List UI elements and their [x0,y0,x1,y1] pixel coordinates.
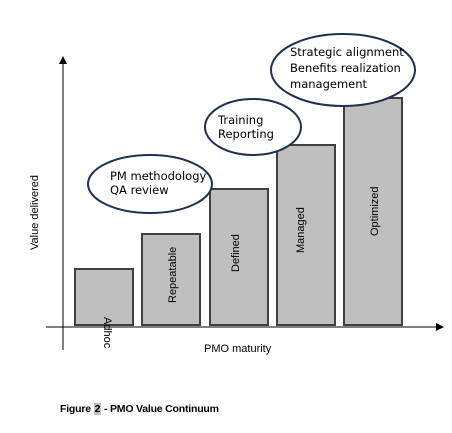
bar-repeatable: Repeatable [141,233,201,326]
callout-line: PM methodology [110,169,206,183]
caption-prefix: Figure [60,403,94,415]
bar-label-managed: Managed [295,207,307,253]
callout-line: Reporting [218,127,274,141]
callout-pm-methodology: PM methodology QA review [87,154,213,214]
callout-line: Benefits realization [290,61,401,75]
callout-line: QA review [110,183,169,197]
x-axis-label: PMO maturity [204,343,272,355]
callout-line: management [290,77,368,91]
y-axis-label: Value delivered [29,175,41,250]
bar-label-adhoc: Adhoc [101,317,113,349]
callout-strategic-alignment: Strategic alignment Benefits realization… [270,33,416,107]
bar-label-optimized: Optimized [369,186,381,236]
bar-managed: Managed [276,144,336,326]
caption-number: 2 [93,403,102,415]
callout-training: Training Reporting [204,98,302,156]
callout-line: Training [217,113,263,127]
bar-defined: Defined [209,188,269,326]
callout-line: Strategic alignment [290,45,404,59]
bar-optimized: Optimized [343,97,403,326]
caption-suffix: - PMO Value Continuum [101,403,219,415]
bar-adhoc: Adhoc [74,268,134,349]
bar-label-repeatable: Repeatable [167,247,179,303]
bar-label-defined: Defined [230,234,242,272]
figure-caption: Figure 2 - PMO Value Continuum [60,403,219,415]
